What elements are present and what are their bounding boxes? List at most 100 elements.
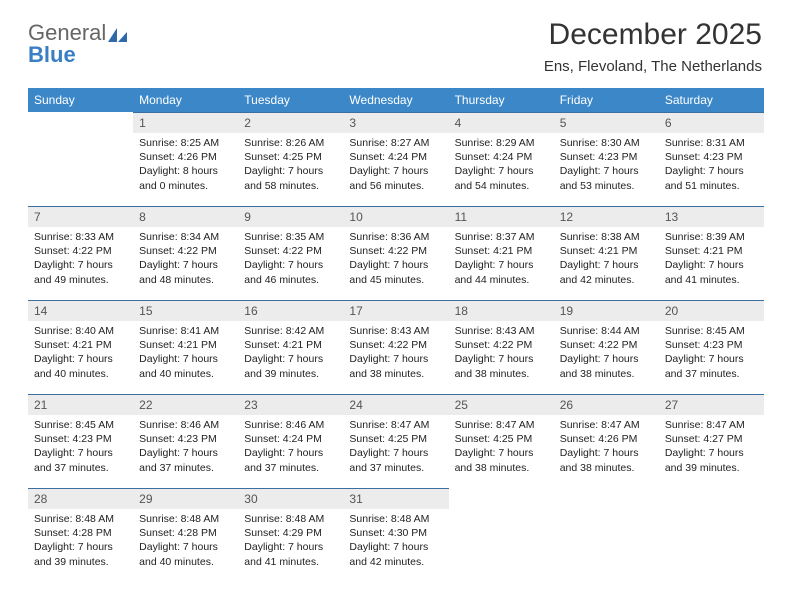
sunset-line: Sunset: 4:27 PM bbox=[665, 432, 758, 446]
sunset-line: Sunset: 4:21 PM bbox=[455, 244, 548, 258]
daylight-line: Daylight: 7 hours and 37 minutes. bbox=[665, 352, 758, 380]
weekday-header: Tuesday bbox=[238, 88, 343, 112]
daylight-line: Daylight: 7 hours and 46 minutes. bbox=[244, 258, 337, 286]
day-number: 27 bbox=[659, 394, 764, 415]
calendar-week-row: 7Sunrise: 8:33 AMSunset: 4:22 PMDaylight… bbox=[28, 206, 764, 300]
sunset-line: Sunset: 4:21 PM bbox=[34, 338, 127, 352]
sunset-line: Sunset: 4:22 PM bbox=[349, 338, 442, 352]
daylight-line: Daylight: 7 hours and 37 minutes. bbox=[244, 446, 337, 474]
day-number: 26 bbox=[554, 394, 659, 415]
day-number: 16 bbox=[238, 300, 343, 321]
day-number: 29 bbox=[133, 488, 238, 509]
daylight-line: Daylight: 7 hours and 51 minutes. bbox=[665, 164, 758, 192]
day-number: 15 bbox=[133, 300, 238, 321]
day-details: Sunrise: 8:33 AMSunset: 4:22 PMDaylight:… bbox=[28, 227, 133, 293]
sunrise-line: Sunrise: 8:46 AM bbox=[244, 418, 337, 432]
logo-sails-icon bbox=[108, 24, 128, 46]
sunrise-line: Sunrise: 8:47 AM bbox=[349, 418, 442, 432]
daylight-line: Daylight: 7 hours and 38 minutes. bbox=[560, 446, 653, 474]
calendar-day-cell: 30Sunrise: 8:48 AMSunset: 4:29 PMDayligh… bbox=[238, 488, 343, 582]
day-number: 23 bbox=[238, 394, 343, 415]
calendar-day-cell: 1Sunrise: 8:25 AMSunset: 4:26 PMDaylight… bbox=[133, 112, 238, 206]
sunrise-line: Sunrise: 8:39 AM bbox=[665, 230, 758, 244]
day-number: 20 bbox=[659, 300, 764, 321]
day-details: Sunrise: 8:30 AMSunset: 4:23 PMDaylight:… bbox=[554, 133, 659, 199]
sunrise-line: Sunrise: 8:30 AM bbox=[560, 136, 653, 150]
day-details: Sunrise: 8:26 AMSunset: 4:25 PMDaylight:… bbox=[238, 133, 343, 199]
sunset-line: Sunset: 4:23 PM bbox=[139, 432, 232, 446]
sunrise-line: Sunrise: 8:33 AM bbox=[34, 230, 127, 244]
logo-text-blue: Blue bbox=[28, 42, 76, 67]
day-details: Sunrise: 8:40 AMSunset: 4:21 PMDaylight:… bbox=[28, 321, 133, 387]
day-details: Sunrise: 8:47 AMSunset: 4:26 PMDaylight:… bbox=[554, 415, 659, 481]
sunset-line: Sunset: 4:25 PM bbox=[455, 432, 548, 446]
sunrise-line: Sunrise: 8:26 AM bbox=[244, 136, 337, 150]
day-number: 21 bbox=[28, 394, 133, 415]
daylight-line: Daylight: 7 hours and 39 minutes. bbox=[665, 446, 758, 474]
weekday-header: Wednesday bbox=[343, 88, 448, 112]
calendar-day-cell: 11Sunrise: 8:37 AMSunset: 4:21 PMDayligh… bbox=[449, 206, 554, 300]
daylight-line: Daylight: 7 hours and 48 minutes. bbox=[139, 258, 232, 286]
day-number: 31 bbox=[343, 488, 448, 509]
sunset-line: Sunset: 4:22 PM bbox=[244, 244, 337, 258]
day-details: Sunrise: 8:34 AMSunset: 4:22 PMDaylight:… bbox=[133, 227, 238, 293]
logo: General Blue bbox=[28, 22, 128, 66]
sunrise-line: Sunrise: 8:34 AM bbox=[139, 230, 232, 244]
calendar-day-cell: 23Sunrise: 8:46 AMSunset: 4:24 PMDayligh… bbox=[238, 394, 343, 488]
sunset-line: Sunset: 4:23 PM bbox=[560, 150, 653, 164]
calendar-day-cell: 28Sunrise: 8:48 AMSunset: 4:28 PMDayligh… bbox=[28, 488, 133, 582]
sunrise-line: Sunrise: 8:41 AM bbox=[139, 324, 232, 338]
calendar-day-cell: 24Sunrise: 8:47 AMSunset: 4:25 PMDayligh… bbox=[343, 394, 448, 488]
daylight-line: Daylight: 7 hours and 56 minutes. bbox=[349, 164, 442, 192]
daylight-line: Daylight: 7 hours and 44 minutes. bbox=[455, 258, 548, 286]
day-details: Sunrise: 8:41 AMSunset: 4:21 PMDaylight:… bbox=[133, 321, 238, 387]
calendar-day-cell: 3 Sunrise: 8:27 AMSunset: 4:24 PMDaylight… bbox=[343, 112, 448, 206]
daylight-line: Daylight: 7 hours and 42 minutes. bbox=[560, 258, 653, 286]
calendar-day-cell: 29Sunrise: 8:48 AMSunset: 4:28 PMDayligh… bbox=[133, 488, 238, 582]
title-block: December 2025 Ens, Flevoland, The Nether… bbox=[544, 18, 762, 75]
sunrise-line: Sunrise: 8:38 AM bbox=[560, 230, 653, 244]
calendar-week-row: 21Sunrise: 8:45 AMSunset: 4:23 PMDayligh… bbox=[28, 394, 764, 488]
day-number: 18 bbox=[449, 300, 554, 321]
day-number: 22 bbox=[133, 394, 238, 415]
sunset-line: Sunset: 4:28 PM bbox=[139, 526, 232, 540]
sunrise-line: Sunrise: 8:47 AM bbox=[560, 418, 653, 432]
sunrise-line: Sunrise: 8:36 AM bbox=[349, 230, 442, 244]
day-number: 13 bbox=[659, 206, 764, 227]
day-details: Sunrise: 8:35 AMSunset: 4:22 PMDaylight:… bbox=[238, 227, 343, 293]
calendar-table: SundayMondayTuesdayWednesdayThursdayFrid… bbox=[28, 88, 764, 582]
day-number: 19 bbox=[554, 300, 659, 321]
sunset-line: Sunset: 4:24 PM bbox=[349, 150, 442, 164]
day-number: 12 bbox=[554, 206, 659, 227]
day-details: Sunrise: 8:47 AMSunset: 4:27 PMDaylight:… bbox=[659, 415, 764, 481]
day-details: Sunrise: 8:39 AMSunset: 4:21 PMDaylight:… bbox=[659, 227, 764, 293]
day-number: 7 bbox=[28, 206, 133, 227]
sunset-line: Sunset: 4:25 PM bbox=[349, 432, 442, 446]
day-details: Sunrise: 8:31 AMSunset: 4:23 PMDaylight:… bbox=[659, 133, 764, 199]
sunrise-line: Sunrise: 8:47 AM bbox=[665, 418, 758, 432]
day-details: Sunrise: 8:45 AMSunset: 4:23 PMDaylight:… bbox=[659, 321, 764, 387]
day-number: 11 bbox=[449, 206, 554, 227]
day-number: 8 bbox=[133, 206, 238, 227]
sunrise-line: Sunrise: 8:27 AM bbox=[349, 136, 442, 150]
day-number: 3 bbox=[343, 112, 448, 133]
day-number: 28 bbox=[28, 488, 133, 509]
weekday-header-row: SundayMondayTuesdayWednesdayThursdayFrid… bbox=[28, 88, 764, 112]
sunset-line: Sunset: 4:23 PM bbox=[665, 338, 758, 352]
sunset-line: Sunset: 4:23 PM bbox=[34, 432, 127, 446]
weekday-header: Saturday bbox=[659, 88, 764, 112]
sunrise-line: Sunrise: 8:48 AM bbox=[244, 512, 337, 526]
daylight-line: Daylight: 8 hours and 0 minutes. bbox=[139, 164, 232, 192]
day-details: Sunrise: 8:45 AMSunset: 4:23 PMDaylight:… bbox=[28, 415, 133, 481]
page-title: December 2025 bbox=[544, 18, 762, 52]
sunset-line: Sunset: 4:26 PM bbox=[139, 150, 232, 164]
day-details: Sunrise: 8:47 AMSunset: 4:25 PMDaylight:… bbox=[449, 415, 554, 481]
sunset-line: Sunset: 4:22 PM bbox=[349, 244, 442, 258]
daylight-line: Daylight: 7 hours and 38 minutes. bbox=[349, 352, 442, 380]
day-details: Sunrise: 8:44 AMSunset: 4:22 PMDaylight:… bbox=[554, 321, 659, 387]
sunset-line: Sunset: 4:22 PM bbox=[455, 338, 548, 352]
calendar-week-row: 1Sunrise: 8:25 AMSunset: 4:26 PMDaylight… bbox=[28, 112, 764, 206]
calendar-day-cell bbox=[28, 112, 133, 206]
day-number: 2 bbox=[238, 112, 343, 133]
day-details: Sunrise: 8:46 AMSunset: 4:23 PMDaylight:… bbox=[133, 415, 238, 481]
